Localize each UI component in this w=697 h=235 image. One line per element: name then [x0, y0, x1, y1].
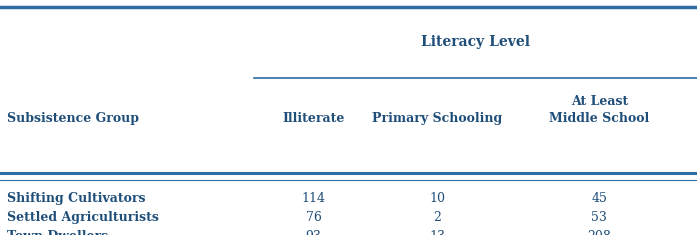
Text: Shifting Cultivators: Shifting Cultivators — [7, 192, 146, 205]
Text: Subsistence Group: Subsistence Group — [7, 112, 139, 125]
Text: 10: 10 — [429, 192, 445, 205]
Text: Town Dwellers: Town Dwellers — [7, 230, 108, 235]
Text: Illiterate: Illiterate — [282, 112, 345, 125]
Text: 114: 114 — [302, 192, 325, 205]
Text: 208: 208 — [588, 230, 611, 235]
Text: Primary Schooling: Primary Schooling — [372, 112, 503, 125]
Text: 45: 45 — [592, 192, 607, 205]
Text: Literacy Level: Literacy Level — [421, 35, 530, 49]
Text: 13: 13 — [429, 230, 445, 235]
Text: 2: 2 — [434, 211, 441, 224]
Text: Settled Agriculturists: Settled Agriculturists — [7, 211, 159, 224]
Text: At Least: At Least — [571, 95, 628, 108]
Text: 93: 93 — [306, 230, 321, 235]
Text: 76: 76 — [306, 211, 321, 224]
Text: Middle School: Middle School — [549, 112, 650, 125]
Text: 53: 53 — [592, 211, 607, 224]
